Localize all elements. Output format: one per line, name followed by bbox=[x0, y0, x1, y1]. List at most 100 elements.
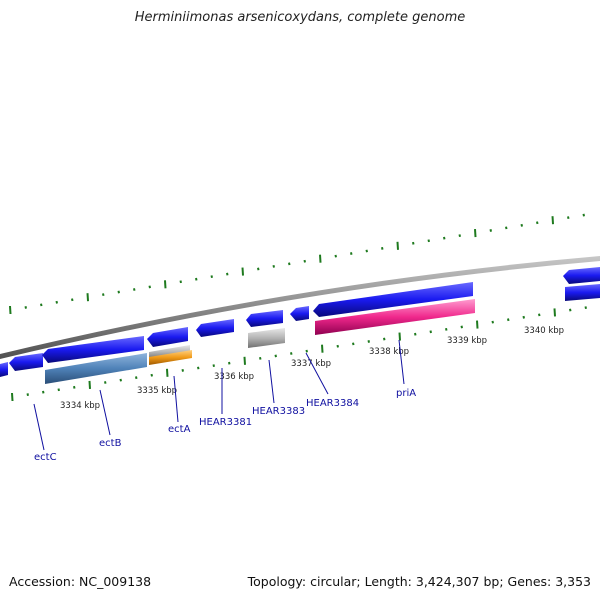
minor-tick bbox=[383, 337, 386, 341]
leader-ectA bbox=[173, 375, 179, 423]
minor-tick bbox=[520, 223, 523, 227]
forward-strand-genes bbox=[0, 267, 600, 377]
gene-arrow[interactable] bbox=[9, 353, 43, 371]
map-title: Herminiimonas arsenicoxydans, complete g… bbox=[134, 10, 466, 25]
minor-tick bbox=[40, 303, 43, 307]
gene-HEAR3383-feature[interactable] bbox=[248, 328, 285, 348]
gene-label-HEAR3384[interactable]: HEAR3384 bbox=[306, 398, 359, 409]
major-tick bbox=[321, 344, 324, 353]
minor-tick bbox=[491, 320, 494, 324]
minor-tick bbox=[274, 354, 277, 358]
gene-label-HEAR3381[interactable]: HEAR3381 bbox=[199, 417, 252, 428]
leader-HEAR3383 bbox=[268, 359, 275, 404]
gene-arrow[interactable] bbox=[565, 284, 600, 301]
gene-priA-feature[interactable] bbox=[315, 299, 475, 335]
gene-arrow[interactable] bbox=[246, 310, 283, 327]
feature-genes bbox=[45, 299, 475, 384]
minor-tick bbox=[210, 275, 213, 279]
accession-label: Accession: NC_009138 bbox=[9, 574, 152, 589]
minor-tick bbox=[429, 330, 432, 334]
minor-tick bbox=[257, 267, 260, 271]
minor-tick bbox=[117, 290, 120, 294]
minor-tick bbox=[567, 216, 570, 220]
minor-tick bbox=[584, 306, 587, 310]
minor-tick bbox=[445, 327, 448, 331]
genome-backbone bbox=[0, 256, 600, 359]
gene-arrow[interactable] bbox=[0, 362, 8, 377]
major-tick bbox=[398, 332, 401, 341]
gene-ectB-feature[interactable] bbox=[45, 353, 147, 384]
minor-tick bbox=[272, 264, 275, 268]
gene-arrow[interactable] bbox=[313, 282, 473, 317]
minor-tick bbox=[522, 315, 525, 319]
minor-tick bbox=[381, 247, 384, 250]
major-tick bbox=[11, 392, 14, 402]
minor-tick bbox=[460, 325, 463, 329]
gene-label-ectA[interactable]: ectA bbox=[168, 424, 191, 435]
minor-tick bbox=[119, 378, 122, 382]
kbp-label: 3339 kbp bbox=[447, 336, 487, 346]
minor-tick bbox=[412, 241, 415, 245]
minor-tick bbox=[73, 385, 76, 389]
major-tick bbox=[243, 356, 246, 365]
major-tick bbox=[241, 267, 244, 276]
minor-tick bbox=[104, 381, 107, 384]
minor-tick bbox=[195, 277, 198, 281]
minor-tick bbox=[212, 364, 215, 368]
minor-tick bbox=[290, 352, 293, 355]
genome-summary-label: Topology: circular; Length: 3,424,307 bp… bbox=[247, 574, 591, 589]
minor-tick bbox=[259, 356, 262, 360]
minor-tick bbox=[458, 234, 461, 237]
minor-tick bbox=[150, 373, 153, 377]
minor-tick bbox=[197, 366, 200, 370]
minor-tick bbox=[42, 390, 45, 394]
kbp-label: 3334 kbp bbox=[60, 401, 100, 411]
minor-tick bbox=[55, 300, 58, 304]
minor-tick bbox=[350, 252, 353, 255]
minor-tick bbox=[135, 376, 138, 380]
gene-label-HEAR3383[interactable]: HEAR3383 bbox=[252, 406, 305, 417]
minor-tick bbox=[365, 249, 368, 253]
minor-tick bbox=[102, 293, 105, 297]
minor-tick bbox=[505, 226, 508, 230]
gene-arrow[interactable] bbox=[147, 327, 188, 347]
minor-tick bbox=[24, 306, 27, 309]
minor-tick bbox=[133, 288, 136, 291]
minor-tick bbox=[352, 342, 355, 346]
minor-tick bbox=[507, 318, 510, 322]
gene-label-leaders bbox=[33, 339, 405, 451]
kbp-label: 3340 kbp bbox=[524, 326, 564, 336]
major-tick bbox=[319, 254, 322, 263]
minor-tick bbox=[181, 369, 184, 372]
minor-tick bbox=[536, 221, 539, 225]
gene-arrow[interactable] bbox=[42, 336, 144, 363]
minor-tick bbox=[367, 340, 370, 343]
gene-label-ectB[interactable]: ectB bbox=[99, 438, 122, 449]
major-tick bbox=[553, 308, 556, 317]
leader-ectB bbox=[99, 389, 111, 436]
major-tick bbox=[164, 280, 167, 289]
gene-ectA-feature[interactable] bbox=[149, 350, 192, 365]
minor-tick bbox=[538, 313, 541, 317]
gene-arrow[interactable] bbox=[196, 319, 234, 337]
gene-arrow[interactable] bbox=[563, 267, 600, 284]
major-tick bbox=[551, 216, 554, 225]
kbp-label: 3337 kbp bbox=[291, 359, 331, 369]
leader-HEAR3384 bbox=[305, 352, 329, 395]
kbp-label: 3338 kbp bbox=[369, 347, 409, 357]
lower-tick-track bbox=[11, 306, 587, 402]
gene-label-ectC[interactable]: ectC bbox=[34, 452, 57, 463]
gene-label-priA[interactable]: priA bbox=[396, 388, 416, 399]
minor-tick bbox=[71, 298, 74, 302]
minor-tick bbox=[57, 388, 60, 392]
gene-arrow[interactable] bbox=[290, 306, 309, 321]
major-tick bbox=[476, 320, 479, 329]
minor-tick bbox=[288, 262, 291, 266]
kbp-label: 3335 kbp bbox=[137, 386, 177, 396]
minor-tick bbox=[336, 344, 339, 348]
major-tick bbox=[166, 368, 169, 377]
minor-tick bbox=[305, 349, 308, 353]
minor-tick bbox=[26, 393, 29, 396]
leader-priA bbox=[398, 339, 405, 385]
